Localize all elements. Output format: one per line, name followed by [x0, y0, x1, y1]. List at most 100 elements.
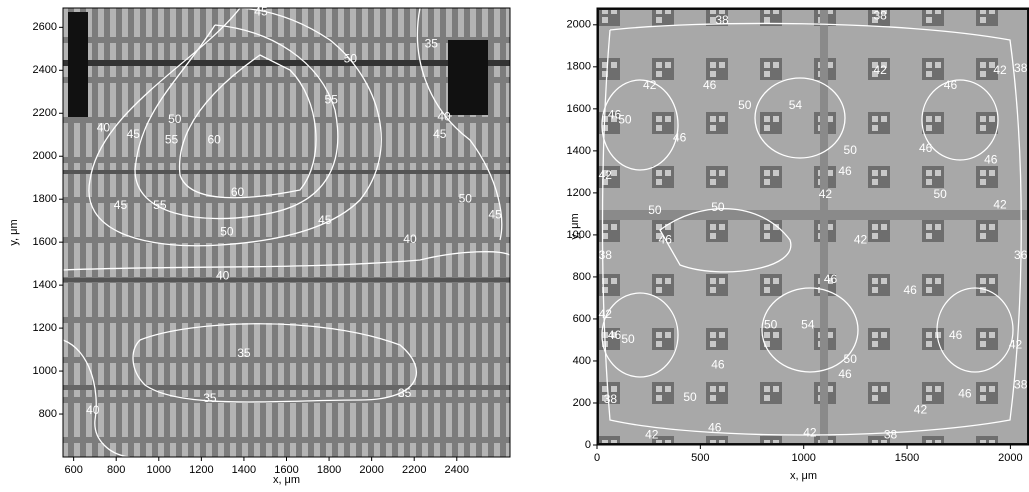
contour-label: 60 — [207, 132, 221, 146]
contour-label: 46 — [838, 164, 852, 178]
x-tick-label: 2400 — [445, 464, 469, 476]
contour-label: 50 — [764, 317, 778, 331]
x-tick-label: 600 — [64, 464, 82, 476]
contour-label: 42 — [914, 403, 928, 417]
contour-label: 40 — [97, 120, 111, 134]
x-tick-label: 1000 — [791, 452, 815, 464]
contour-label: 50 — [220, 225, 234, 239]
contour-label: 42 — [803, 426, 817, 440]
contour-label: 45 — [254, 4, 268, 18]
y-tick-label: 1200 — [567, 187, 591, 199]
contour-label: 46 — [824, 272, 838, 286]
contour-label: 40 — [437, 110, 451, 124]
contour-label: 50 — [621, 332, 635, 346]
contour-label: 42 — [599, 168, 613, 182]
contour-label: 40 — [403, 232, 417, 246]
contour-label: 40 — [86, 403, 100, 417]
x-axis-label: x, μm — [273, 474, 300, 486]
x-tick-label: 500 — [691, 452, 709, 464]
x-axis-label: x, μm — [790, 470, 817, 482]
x-tick-label: 0 — [594, 452, 600, 464]
contour-label: 38 — [599, 248, 613, 262]
y-tick-label: 1600 — [33, 236, 57, 248]
contour-label: 42 — [819, 187, 833, 201]
contour-label: 50 — [618, 113, 632, 127]
y-tick-label: 600 — [573, 313, 591, 325]
contour-label: 38 — [715, 13, 729, 27]
x-tick-label: 2000 — [998, 452, 1022, 464]
contour-label: 38 — [604, 392, 618, 406]
contour-label: 45 — [433, 127, 447, 141]
y-tick-label: 2200 — [33, 107, 57, 119]
contour-label: 42 — [645, 428, 659, 442]
contour-label: 38 — [1014, 61, 1028, 75]
figure: 6008001000120014001600180020002200240080… — [0, 0, 1029, 487]
contour-label: 42 — [873, 63, 887, 77]
contour-label: 50 — [738, 98, 752, 112]
contour-label: 50 — [933, 187, 947, 201]
y-tick-label: 400 — [573, 355, 591, 367]
contour-label: 46 — [903, 283, 917, 297]
y-tick-label: 2600 — [33, 21, 57, 33]
contour-label: 60 — [231, 185, 245, 199]
layout-background — [63, 8, 510, 457]
contour-label: 42 — [993, 63, 1007, 77]
contour-label: 50 — [844, 143, 858, 157]
contour-label: 42 — [643, 78, 657, 92]
contour-label: 50 — [459, 191, 473, 205]
contour-label: 54 — [789, 98, 803, 112]
x-tick-label: 2000 — [359, 464, 383, 476]
x-tick-label: 1000 — [147, 464, 171, 476]
x-tick-label: 1500 — [895, 452, 919, 464]
y-tick-label: 1600 — [567, 103, 591, 115]
y-tick-label: 1400 — [567, 145, 591, 157]
contour-label: 46 — [984, 152, 998, 166]
contour-label: 38 — [1014, 377, 1028, 391]
contour-label: 42 — [993, 198, 1007, 212]
layout-background — [597, 8, 1029, 445]
page: {"chart_data": [ {"type": "contour", "x_… — [0, 0, 1029, 492]
y-tick-label: 2000 — [33, 150, 57, 162]
contour-label: 35 — [237, 346, 251, 360]
contour-label: 46 — [944, 78, 958, 92]
contour-label: 36 — [1014, 248, 1028, 262]
contour-label: 40 — [216, 269, 230, 283]
contour-label: 46 — [659, 232, 673, 246]
x-tick-label: 1200 — [189, 464, 213, 476]
contour-label: 50 — [711, 200, 725, 214]
contour-label: 46 — [949, 328, 963, 342]
x-tick-label: 1800 — [317, 464, 341, 476]
y-axis-label: y, μm — [569, 213, 581, 239]
contour-label: 42 — [854, 232, 868, 246]
contour-label: 46 — [673, 130, 687, 144]
contour-label: 38 — [884, 428, 898, 442]
contour-label: 45 — [318, 213, 332, 227]
contour-label: 38 — [873, 9, 887, 23]
contour-label: 42 — [1009, 337, 1023, 351]
contour-label: 46 — [838, 367, 852, 381]
y-tick-label: 0 — [585, 439, 591, 451]
contour-label: 45 — [114, 198, 128, 212]
contour-label: 46 — [703, 78, 717, 92]
contour-label: 46 — [919, 141, 933, 155]
y-tick-label: 1200 — [33, 322, 57, 334]
contour-label: 55 — [325, 93, 339, 107]
contour-label: 35 — [425, 37, 439, 51]
x-tick-label: 1400 — [232, 464, 256, 476]
contour-label: 46 — [708, 420, 722, 434]
contour-label: 35 — [203, 391, 217, 405]
contour-label: 46 — [958, 387, 972, 401]
x-tick-label: 800 — [107, 464, 125, 476]
y-tick-label: 2000 — [567, 19, 591, 31]
contour-label: 45 — [127, 127, 141, 141]
contour-label: 55 — [165, 132, 179, 146]
y-tick-label: 200 — [573, 397, 591, 409]
contour-label: 54 — [801, 317, 815, 331]
x-tick-label: 2200 — [402, 464, 426, 476]
y-tick-label: 1000 — [33, 365, 57, 377]
contour-label: 50 — [344, 52, 358, 66]
y-tick-label: 1400 — [33, 279, 57, 291]
contour-label: 50 — [683, 390, 697, 404]
y-tick-label: 800 — [39, 408, 57, 420]
contour-label: 35 — [398, 386, 412, 400]
